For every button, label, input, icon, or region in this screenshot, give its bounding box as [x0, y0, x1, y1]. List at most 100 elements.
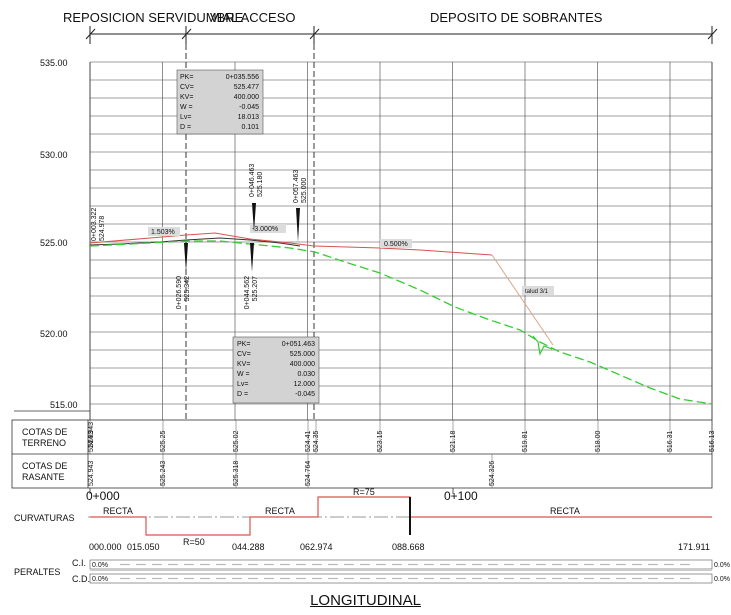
curv-recta-2: RECTA: [265, 506, 295, 516]
peralte-cd-left: 0.0%: [92, 576, 108, 583]
terreno-val-1: 524.93: [88, 430, 95, 452]
y-label-520: 520.00: [40, 329, 68, 339]
terreno-val-0: 524.943: [88, 422, 95, 447]
vc2-k-3: W =: [237, 371, 250, 378]
drawing-title: LONGITUDINAL: [310, 592, 421, 609]
p1-pk: 0+026.590: [176, 276, 183, 309]
vc1-k-4: Lv=: [180, 114, 191, 121]
curv-r50: R=50: [183, 537, 205, 547]
curv-r75: R=75: [353, 487, 375, 497]
vc1-v-1: 525.477: [234, 84, 259, 91]
talud-label: talud 3/1: [522, 286, 554, 295]
p0-pk: 0+003.322: [91, 208, 98, 241]
rasante-val-3: 524.764: [305, 461, 312, 486]
grade-label-2: -3.000%: [250, 224, 286, 233]
vc2-v-4: 12.000: [294, 381, 316, 388]
terreno-val-4: 524.41: [305, 430, 312, 452]
terreno-val-11: 516.13: [709, 430, 716, 452]
grade-label-1: 1.503%: [148, 227, 180, 236]
p0-z: 524.978: [99, 216, 106, 241]
peraltes-ci: C.I.: [72, 558, 86, 568]
vc1-v-4: 18.013: [238, 114, 260, 121]
rasante-val-1: 525.243: [160, 461, 167, 486]
rasante-val-4: 524.326: [489, 461, 496, 486]
p2-pk: 0+046.463: [249, 164, 256, 197]
rasante-val-2: 525.318: [233, 461, 240, 486]
terreno-val-10: 516.31: [667, 430, 674, 452]
rasante-values: 524.943 525.243 525.318 524.764 524.326: [88, 461, 496, 486]
chainage-start: 0+000: [86, 489, 120, 503]
vc2-v-1: 525.000: [290, 351, 315, 358]
vc2-k-0: PK=: [237, 341, 250, 348]
terreno-ticks: [89, 420, 671, 454]
station-2: 044.288: [232, 542, 265, 552]
terreno-val-2: 525.25: [160, 430, 167, 452]
rasante-val-0: 524.943: [88, 461, 95, 486]
vc1-v-2: 400.000: [234, 94, 259, 101]
terreno-val-9: 518.00: [595, 430, 602, 452]
curvaturas-stations: 000.000 015.050 044.288 062.974 088.668 …: [89, 542, 710, 552]
svg-text:1.503%: 1.503%: [151, 229, 175, 236]
vertex-markers: [184, 203, 300, 272]
p4-z: 525.000: [301, 178, 308, 203]
vc1-v-0: 0+035.556: [226, 74, 259, 81]
chainage-mid: 0+100: [444, 489, 478, 503]
terreno-val-5: 524.35: [313, 430, 320, 452]
curv-recta-3: RECTA: [550, 506, 580, 516]
p4-pk: 0+057.463: [293, 170, 300, 203]
vertical-curve-box-2: PK= 0+051.463 CV= 525.000 KV= 400.000 W …: [232, 336, 320, 404]
terreno-val-6: 523.15: [377, 430, 384, 452]
vc1-k-3: W =: [180, 104, 193, 111]
vc2-k-5: D =: [237, 391, 248, 398]
vertical-curve-box-1: PK= 0+035.556 CV= 525.477 KV= 400.000 W …: [176, 69, 264, 135]
peralte-ci-left: 0.0%: [92, 562, 108, 569]
talud-line: [491, 254, 554, 346]
terreno-val-7: 521.18: [450, 430, 457, 452]
vc1-v-5: 0.101: [241, 124, 259, 131]
station-3: 062.974: [300, 542, 333, 552]
rasante-line: [89, 232, 493, 256]
chainage-ticks: [89, 488, 454, 494]
vc1-k-5: D =: [180, 124, 191, 131]
peraltes-cd: C.D.: [72, 574, 90, 584]
vc2-v-3: 0.030: [297, 371, 315, 378]
station-5: 171.911: [678, 542, 710, 552]
guitar-table: [11, 419, 713, 489]
grade-label-3: 0.500%: [380, 239, 412, 248]
terreno-label-2: TERRENO: [22, 438, 66, 448]
vc1-v-3: -0.045: [239, 104, 259, 111]
svg-text:0.500%: 0.500%: [384, 241, 408, 248]
y-label-530: 530.00: [40, 150, 68, 160]
terreno-values: 524.943 524.93 525.25 525.02 524.41 524.…: [88, 422, 716, 452]
vc2-v-2: 400.000: [290, 361, 315, 368]
curvaturas-label: CURVATURAS: [14, 513, 75, 523]
station-1: 015.050: [127, 542, 160, 552]
vc2-v-0: 0+051.463: [282, 341, 315, 348]
y-label-515: 515.00: [50, 400, 78, 410]
terrain-existing-line: [89, 237, 301, 247]
terrain-green-line: [89, 240, 713, 405]
rasante-label-1: COTAS DE: [22, 461, 67, 471]
curv-recta-1: RECTA: [103, 506, 133, 516]
vc1-k-2: KV=: [180, 94, 193, 101]
terreno-val-3: 525.02: [233, 430, 240, 452]
svg-text:-3.000%: -3.000%: [252, 226, 278, 233]
svg-text:talud 3/1: talud 3/1: [525, 289, 549, 295]
y-label-525: 525.00: [40, 238, 68, 248]
curvaturas-diagram: [90, 496, 712, 536]
p1-z: 525.342: [184, 276, 191, 301]
vc2-v-5: -0.045: [295, 391, 315, 398]
peraltes-label: PERALTES: [14, 567, 60, 577]
y-label-535: 535.00: [40, 58, 68, 68]
vc1-k-0: PK=: [180, 74, 193, 81]
p3-z: 525.207: [252, 276, 259, 301]
peraltes-bars: [89, 559, 713, 584]
rasante-label-2: RASANTE: [22, 472, 65, 482]
peralte-cd-right: 0.0%: [714, 576, 730, 583]
header-deposito: DEPOSITO DE SOBRANTES: [430, 10, 603, 25]
point-labels: 0+003.322 524.978 0+026.590 525.342 0+04…: [91, 164, 308, 310]
p3-pk: 0+044.562: [244, 276, 251, 309]
vc1-k-1: CV=: [180, 84, 194, 91]
rasante-ticks: [162, 454, 493, 488]
